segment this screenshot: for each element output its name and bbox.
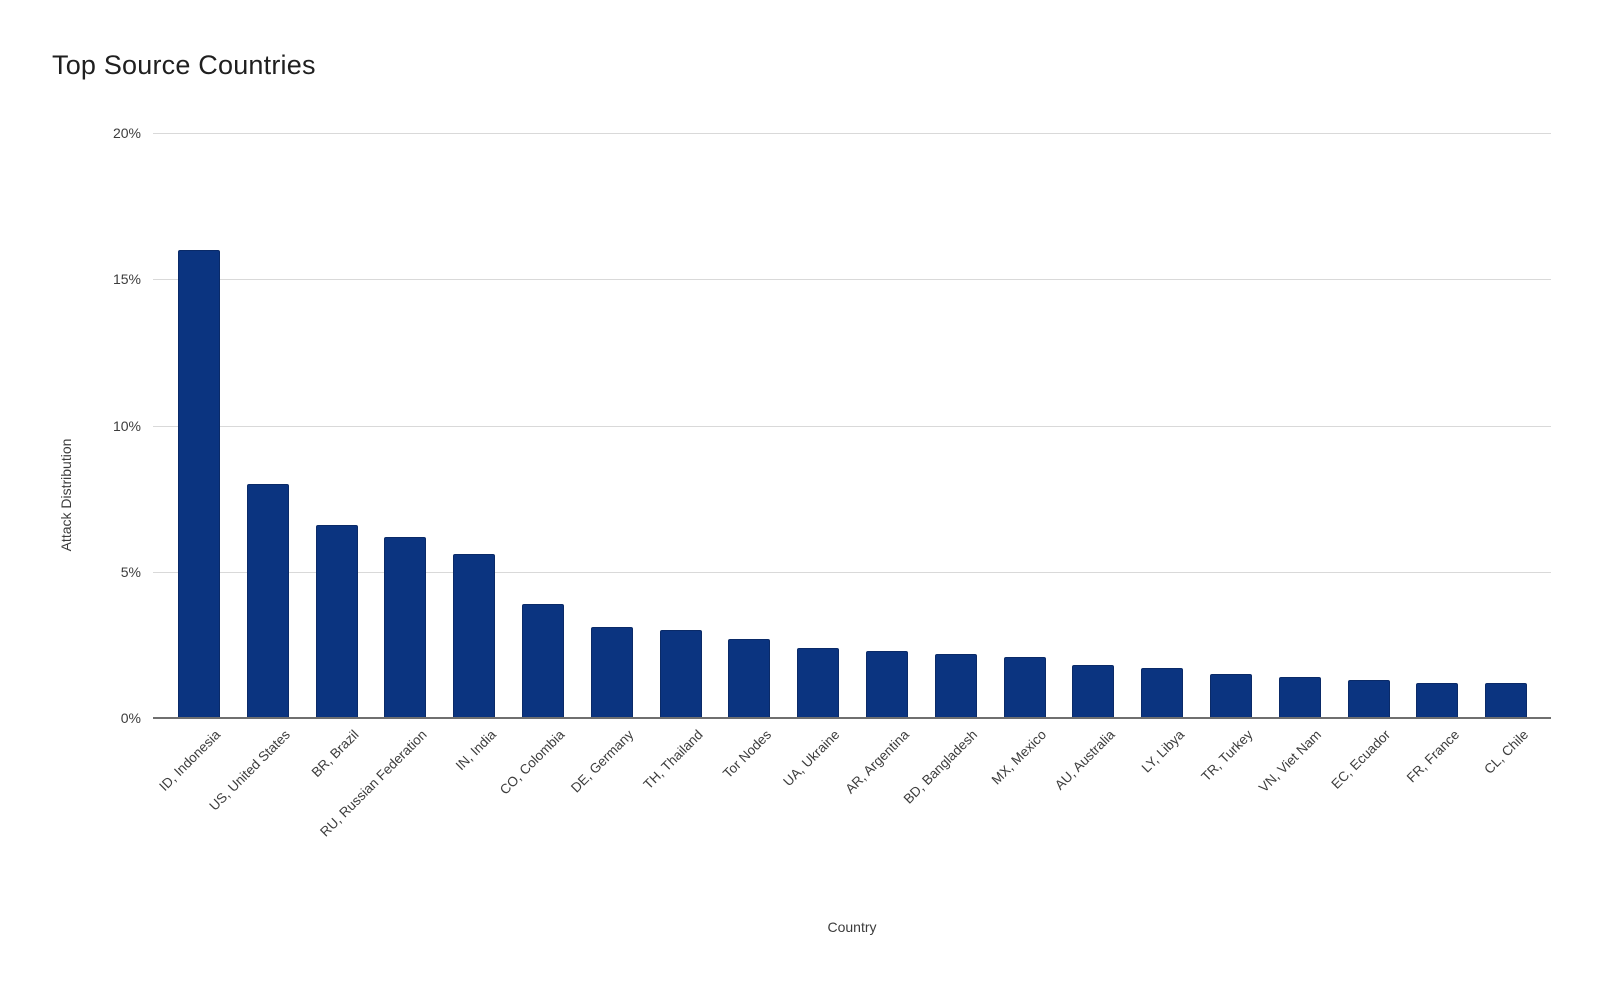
bar-br-brazil[interactable] — [316, 525, 358, 718]
bar-co-colombia[interactable] — [522, 604, 564, 718]
x-tick-label-in-india: IN, India — [452, 727, 499, 774]
y-tick-label-20: 20% — [112, 125, 141, 141]
bar-ec-ecuador[interactable] — [1348, 680, 1390, 718]
x-tick-label-fr-france: FR, France — [1403, 727, 1463, 786]
x-tick-label-br-brazil: BR, Brazil — [308, 727, 362, 781]
gridline-15 — [153, 279, 1551, 280]
bar-ly-libya[interactable] — [1141, 668, 1183, 718]
x-tick-label-tr-turkey: TR, Turkey — [1198, 727, 1256, 785]
x-axis-line — [153, 717, 1551, 719]
bar-ru-russian-federation[interactable] — [384, 537, 426, 718]
x-tick-label-th-thailand: TH, Thailand — [640, 727, 706, 793]
y-tick-label-5: 5% — [120, 564, 141, 580]
bar-fr-france[interactable] — [1416, 683, 1458, 718]
x-tick-label-bd-bangladesh: BD, Bangladesh — [900, 727, 981, 807]
x-tick-label-au-australia: AU, Australia — [1052, 727, 1119, 793]
x-tick-label-de-germany: DE, Germany — [567, 727, 637, 796]
bar-tor-nodes[interactable] — [728, 639, 770, 718]
x-tick-label-id-indonesia: ID, Indonesia — [156, 727, 224, 794]
x-tick-label-ua-ukraine: UA, Ukraine — [780, 727, 843, 790]
bar-id-indonesia[interactable] — [178, 250, 220, 718]
y-axis-title: Attack Distribution — [58, 438, 74, 552]
gridline-5 — [153, 572, 1551, 573]
x-tick-label-tor-nodes: Tor Nodes — [719, 727, 775, 782]
bar-ua-ukraine[interactable] — [797, 648, 839, 718]
bar-de-germany[interactable] — [591, 627, 633, 718]
x-axis-title: Country — [827, 919, 877, 935]
bar-cl-chile[interactable] — [1485, 683, 1527, 718]
bar-au-australia[interactable] — [1072, 665, 1114, 718]
bar-tr-turkey[interactable] — [1210, 674, 1252, 718]
bar-vn-viet-nam[interactable] — [1279, 677, 1321, 718]
gridline-10 — [153, 426, 1551, 427]
bar-in-india[interactable] — [453, 554, 495, 718]
y-tick-label-10: 10% — [112, 418, 141, 434]
x-tick-label-ec-ecuador: EC, Ecuador — [1328, 727, 1394, 792]
gridline-20 — [153, 133, 1551, 134]
x-tick-label-ar-argentina: AR, Argentina — [842, 727, 912, 797]
x-tick-label-mx-mexico: MX, Mexico — [988, 727, 1050, 788]
bar-ar-argentina[interactable] — [866, 651, 908, 718]
x-tick-label-ly-libya: LY, Libya — [1138, 727, 1187, 776]
bar-us-united-states[interactable] — [247, 484, 289, 718]
bar-bd-bangladesh[interactable] — [935, 654, 977, 718]
y-tick-label-15: 15% — [112, 271, 141, 287]
x-tick-label-co-colombia: CO, Colombia — [497, 727, 568, 798]
y-tick-label-0: 0% — [120, 710, 141, 726]
x-tick-label-cl-chile: CL, Chile — [1480, 727, 1531, 777]
x-tick-label-vn-viet-nam: VN, Viet Nam — [1256, 727, 1325, 796]
bar-mx-mexico[interactable] — [1004, 657, 1046, 718]
bar-th-thailand[interactable] — [660, 630, 702, 718]
chart-title: Top Source Countries — [52, 50, 316, 80]
